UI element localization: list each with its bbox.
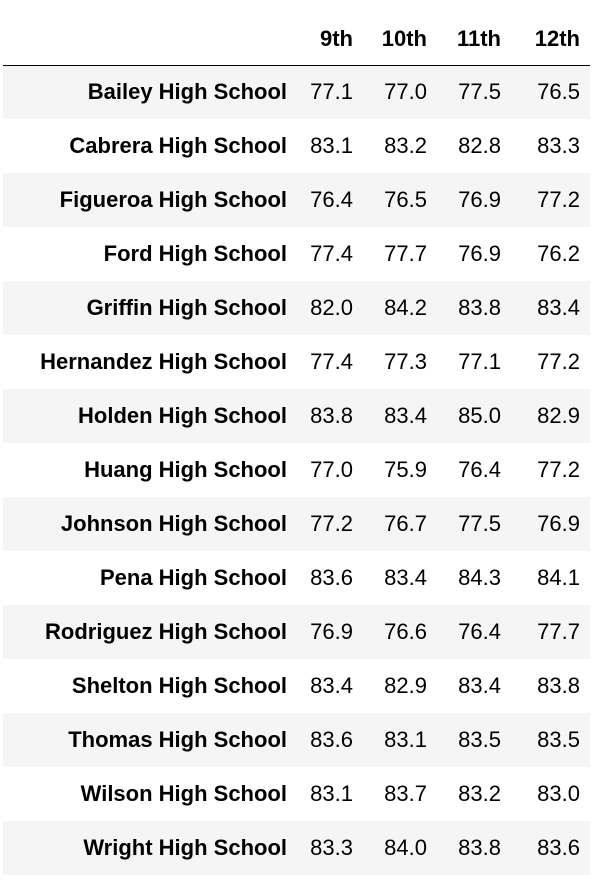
- score-cell: 77.4: [310, 241, 353, 266]
- score-cell: 77.0: [310, 457, 353, 482]
- score-cell: 76.9: [310, 619, 353, 644]
- score-cell: 83.3: [310, 835, 353, 860]
- score-cell: 76.4: [458, 457, 501, 482]
- column-header-12th: 12th: [511, 14, 590, 66]
- score-cell: 77.2: [310, 511, 353, 536]
- table-row: Griffin High School 82.0 84.2 83.8 83.4: [3, 281, 590, 335]
- score-cell: 83.1: [310, 781, 353, 806]
- school-name: Pena High School: [99, 565, 287, 590]
- table-row: Thomas High School 83.6 83.1 83.5 83.5: [3, 713, 590, 767]
- score-cell: 76.5: [537, 79, 580, 105]
- score-cell: 76.9: [458, 241, 501, 266]
- column-header-11th: 11th: [437, 14, 511, 66]
- school-name: Bailey High School: [87, 79, 287, 105]
- school-name: Rodriguez High School: [45, 619, 287, 644]
- table-row: Holden High School 83.8 83.4 85.0 82.9: [3, 389, 590, 443]
- score-cell: 82.0: [310, 295, 353, 320]
- score-cell: 83.8: [310, 403, 353, 428]
- table-body: Bailey High School 77.1 77.0 77.5 76.5 Cabrer…: [3, 65, 590, 875]
- table-row: Shelton High School 83.4 82.9 83.4 83.8: [3, 659, 590, 713]
- table-row: Bailey High School 77.1 77.0 77.5 76.5: [3, 65, 590, 119]
- table-row: Figueroa High School 76.4 76.5 76.9 77.2: [3, 173, 590, 227]
- school-name: Cabrera High School: [69, 133, 287, 158]
- score-cell: 77.3: [384, 349, 427, 374]
- score-cell: 76.4: [310, 187, 353, 212]
- score-cell: 77.2: [537, 187, 580, 212]
- score-cell: 83.7: [384, 781, 427, 806]
- score-cell: 77.5: [458, 79, 501, 105]
- score-cell: 83.4: [537, 295, 580, 320]
- score-cell: 83.1: [384, 727, 427, 752]
- score-cell: 77.4: [310, 349, 353, 374]
- school-name: Hernandez High School: [40, 349, 287, 374]
- school-name: Thomas High School: [68, 727, 287, 752]
- score-cell: 83.8: [458, 295, 501, 320]
- score-cell: 76.9: [537, 511, 580, 536]
- table-row: Pena High School 83.6 83.4 84.3 84.1: [3, 551, 590, 605]
- score-cell: 84.3: [458, 565, 501, 590]
- table-row: Ford High School 77.4 77.7 76.9 76.2: [3, 227, 590, 281]
- score-cell: 77.2: [537, 349, 580, 374]
- table-header: 9th 10th 11th 12th: [3, 14, 590, 66]
- score-cell: 83.4: [384, 403, 427, 428]
- score-cell: 76.5: [384, 187, 427, 212]
- score-cell: 83.2: [384, 133, 427, 158]
- score-cell: 77.5: [458, 511, 501, 536]
- school-name: Wilson High School: [80, 781, 287, 806]
- school-name: Figueroa High School: [59, 187, 287, 212]
- score-cell: 76.4: [458, 619, 501, 644]
- table-row: Hernandez High School 77.4 77.3 77.1 77.2: [3, 335, 590, 389]
- score-cell: 83.6: [310, 727, 353, 752]
- score-cell: 77.7: [384, 241, 427, 266]
- score-cell: 83.6: [537, 835, 580, 860]
- score-cell: 76.2: [537, 241, 580, 266]
- column-header-9th: 9th: [289, 14, 363, 66]
- table-row: Wilson High School 83.1 83.7 83.2 83.0: [3, 767, 590, 821]
- school-name: Wright High School: [83, 835, 287, 860]
- school-name: Griffin High School: [86, 295, 287, 320]
- score-cell: 82.9: [384, 673, 427, 698]
- scores-by-grade-table: 9th 10th 11th 12th Bailey High School 77.…: [3, 14, 590, 875]
- score-cell: 82.9: [537, 403, 580, 428]
- school-name: Huang High School: [84, 457, 287, 482]
- table-row: Huang High School 77.0 75.9 76.4 77.2: [3, 443, 590, 497]
- school-name: Holden High School: [78, 403, 287, 428]
- score-cell: 83.4: [458, 673, 501, 698]
- score-cell: 83.8: [537, 673, 580, 698]
- school-name: Johnson High School: [60, 511, 287, 536]
- score-cell: 83.5: [537, 727, 580, 752]
- score-cell: 77.1: [310, 79, 353, 105]
- score-cell: 76.9: [458, 187, 501, 212]
- school-name: Ford High School: [103, 241, 287, 266]
- score-cell: 83.5: [458, 727, 501, 752]
- score-cell: 77.7: [537, 619, 580, 644]
- score-cell: 83.2: [458, 781, 501, 806]
- score-cell: 83.3: [537, 133, 580, 158]
- score-cell: 83.6: [310, 565, 353, 590]
- score-cell: 84.1: [537, 565, 580, 590]
- score-cell: 85.0: [458, 403, 501, 428]
- column-header-10th: 10th: [363, 14, 437, 66]
- table-row: Johnson High School 77.2 76.7 77.5 76.9: [3, 497, 590, 551]
- score-cell: 76.6: [384, 619, 427, 644]
- score-cell: 83.8: [458, 835, 501, 860]
- score-cell: 83.0: [537, 781, 580, 806]
- score-cell: 82.8: [458, 133, 501, 158]
- index-header: [3, 14, 289, 66]
- score-cell: 84.2: [384, 295, 427, 320]
- score-cell: 84.0: [384, 835, 427, 860]
- score-cell: 83.1: [310, 133, 353, 158]
- score-cell: 77.2: [537, 457, 580, 482]
- score-cell: 75.9: [384, 457, 427, 482]
- score-cell: 76.7: [384, 511, 427, 536]
- score-cell: 83.4: [384, 565, 427, 590]
- score-cell: 77.0: [384, 79, 427, 105]
- school-name: Shelton High School: [71, 673, 287, 698]
- table-row: Rodriguez High School 76.9 76.6 76.4 77.7: [3, 605, 590, 659]
- table-row: Cabrera High School 83.1 83.2 82.8 83.3: [3, 119, 590, 173]
- score-cell: 77.1: [458, 349, 501, 374]
- score-cell: 83.4: [310, 673, 353, 698]
- header-row: 9th 10th 11th 12th: [3, 14, 590, 66]
- table-row: Wright High School 83.3 84.0 83.8 83.6: [3, 821, 590, 875]
